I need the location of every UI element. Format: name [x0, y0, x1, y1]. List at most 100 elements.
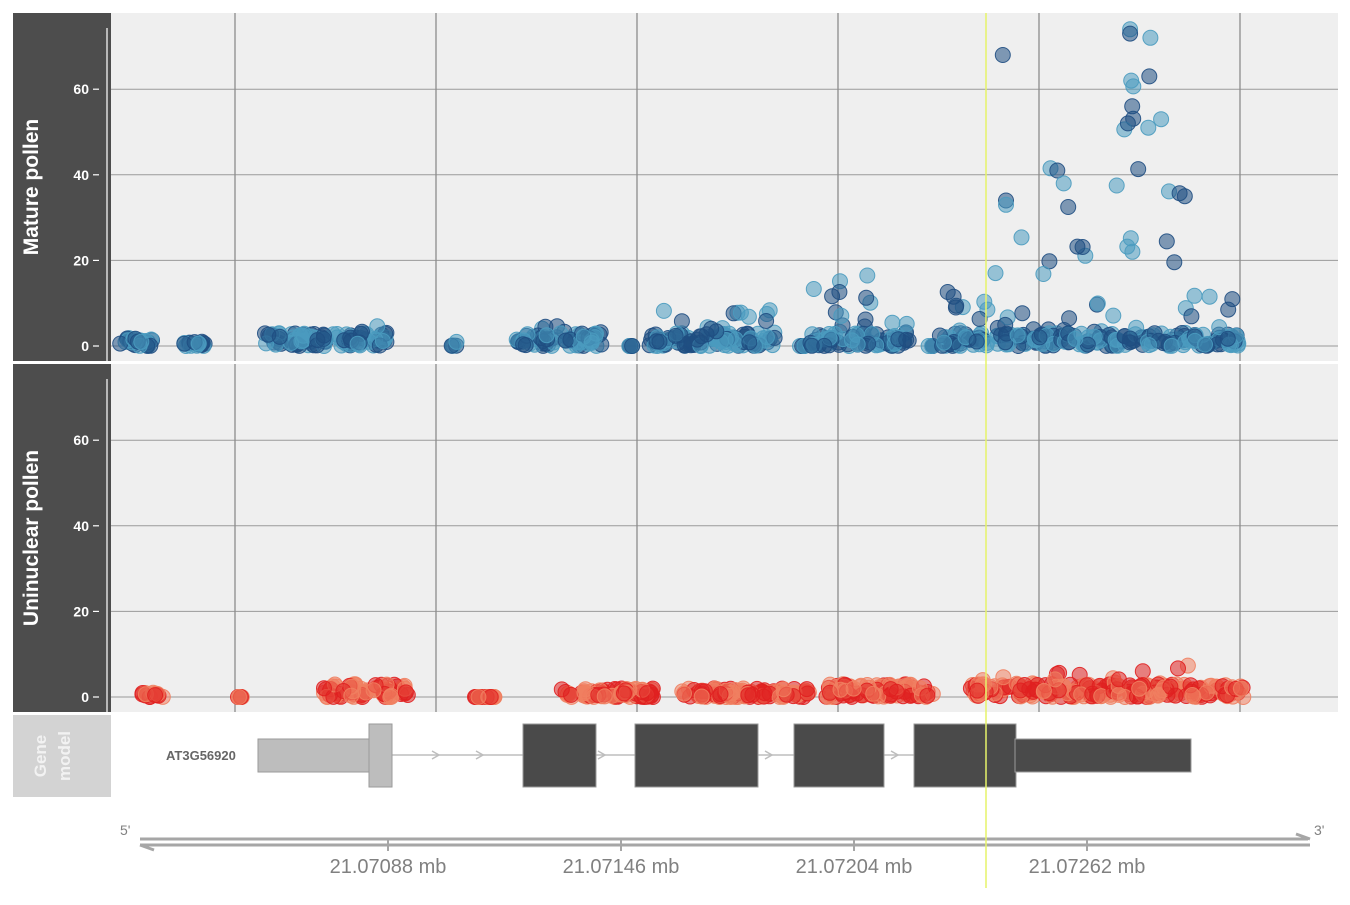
data-point [557, 332, 574, 349]
utr-5-block [257, 738, 371, 773]
gene-model-label-line1: Gene [31, 735, 50, 778]
strand-arrows [431, 750, 900, 760]
data-point [1134, 663, 1151, 680]
data-point [1067, 330, 1084, 347]
data-point [987, 265, 1004, 282]
data-point [1119, 115, 1136, 132]
three-prime-label: 3' [1314, 822, 1324, 838]
data-point [882, 681, 899, 698]
x-tick-label-3: 21.07204 mb [796, 856, 913, 878]
data-point [693, 688, 710, 705]
data-point [230, 689, 247, 705]
uninuclear-pollen-label: Uninuclear pollen [20, 450, 43, 626]
gene-name-label: AT3G56920 [166, 748, 236, 763]
data-point [884, 314, 901, 331]
data-point [971, 311, 988, 327]
data-point [798, 681, 815, 698]
data-point [824, 288, 841, 305]
data-point [1149, 687, 1166, 704]
data-point [1036, 682, 1052, 699]
five-prime-label: 5' [120, 822, 130, 838]
data-point [1014, 305, 1031, 322]
data-point [859, 267, 876, 284]
data-point [1013, 229, 1030, 246]
data-point [969, 682, 986, 699]
data-point [919, 687, 936, 704]
axis-arrow-right [1295, 832, 1311, 841]
data-point [1012, 682, 1029, 699]
data-point [1184, 687, 1201, 703]
axis-layer: 0 20 40 60 0 20 40 60 [73, 28, 108, 712]
x-tick-label-1: 21.07088 mb [330, 856, 447, 878]
data-point [1131, 680, 1148, 697]
data-point [1186, 287, 1203, 304]
track-points-0 [112, 21, 1247, 354]
exon-3-block [634, 723, 759, 788]
data-point [1108, 177, 1125, 194]
data-point [1049, 162, 1066, 179]
data-point [382, 689, 399, 705]
data-point [805, 281, 822, 297]
data-point [1211, 319, 1228, 336]
data-point [470, 689, 487, 705]
data-point [624, 338, 641, 354]
data-point [890, 331, 907, 348]
data-point [1124, 243, 1141, 260]
gene-model-strip [13, 715, 111, 797]
data-point [995, 669, 1012, 686]
data-point [655, 302, 672, 319]
data-point [1142, 29, 1159, 46]
data-point [1055, 175, 1072, 192]
data-point [1130, 161, 1147, 178]
data-point [190, 335, 207, 352]
data-point [343, 687, 360, 704]
data-point [1123, 72, 1140, 89]
data-point [1089, 295, 1106, 312]
y-tick-label-1-0: 0 [81, 689, 89, 705]
data-point [365, 682, 382, 699]
data-point [1069, 238, 1086, 255]
utr-3-block [1014, 738, 1192, 773]
data-point [1166, 254, 1183, 271]
data-point [858, 289, 875, 306]
track-points-1 [134, 657, 1252, 705]
data-point [816, 337, 833, 354]
uninuclear-pollen-strip [13, 364, 111, 712]
data-point [945, 288, 962, 305]
data-point [309, 332, 326, 349]
data-point [538, 327, 555, 344]
exon-2-block [522, 723, 597, 788]
data-point [758, 329, 775, 346]
data-point [295, 327, 312, 344]
y-tick-label-1-3: 60 [73, 432, 89, 448]
data-point [968, 333, 985, 350]
data-point [667, 327, 684, 344]
data-point [1201, 288, 1218, 305]
data-point [448, 333, 465, 350]
exon-4-block [793, 723, 885, 788]
points-layer [112, 21, 1252, 705]
gene-model: AT3G56920 [166, 723, 1192, 788]
data-point [741, 334, 758, 351]
uninuclear-pollen-panel [111, 364, 1338, 712]
data-point [1158, 233, 1175, 250]
data-point [758, 313, 775, 329]
data-point [575, 328, 592, 345]
data-point [374, 333, 391, 349]
y-tick-label-0-0: 0 [81, 338, 89, 354]
data-point [1141, 68, 1158, 85]
data-point [756, 685, 773, 702]
data-point [712, 686, 729, 703]
data-point [1031, 329, 1048, 346]
data-point [676, 685, 692, 702]
data-point [553, 681, 570, 698]
data-point [369, 318, 386, 335]
data-point [515, 336, 532, 353]
data-point [1061, 310, 1078, 327]
axis-arrow-left [139, 843, 155, 852]
data-point [998, 196, 1014, 213]
mature-pollen-label: Mature pollen [20, 119, 43, 256]
data-point [1183, 308, 1200, 325]
